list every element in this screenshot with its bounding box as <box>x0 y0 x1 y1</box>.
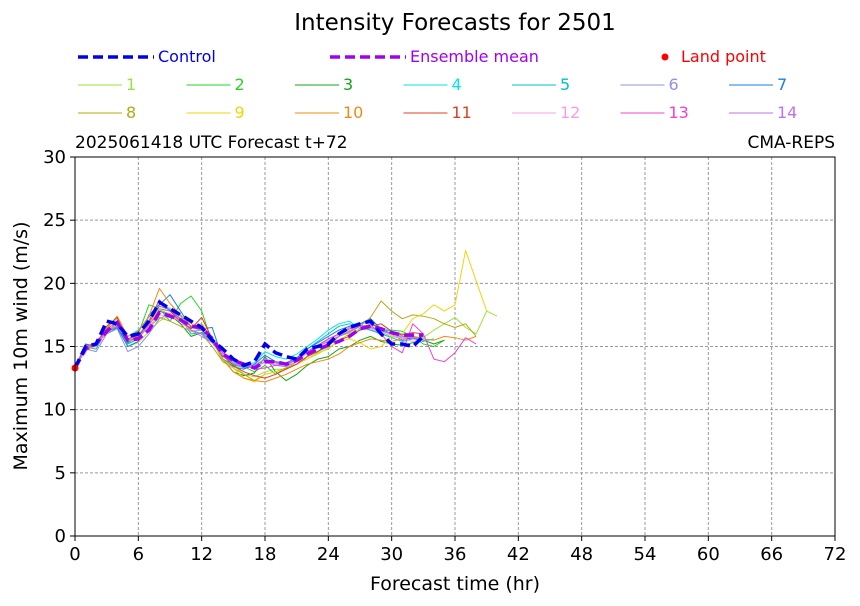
legend-label: 10 <box>343 103 363 122</box>
legend-label: Control <box>158 47 216 66</box>
y-axis-label: Maximum 10m wind (m/s) <box>10 222 32 471</box>
legend-label: 8 <box>126 103 136 122</box>
series-line-control <box>73 299 425 369</box>
x-tick-label: 72 <box>824 544 847 565</box>
legend-label: 3 <box>343 75 353 94</box>
legend-label: 13 <box>669 103 689 122</box>
x-tick-label: 24 <box>317 544 340 565</box>
y-tick-label: 20 <box>43 273 66 294</box>
x-tick-label: 36 <box>444 544 467 565</box>
x-tick-label: 12 <box>190 544 213 565</box>
x-tick-label: 60 <box>697 544 720 565</box>
x-tick-label: 42 <box>507 544 530 565</box>
legend-label: 5 <box>560 75 570 94</box>
x-tick-label: 30 <box>380 544 403 565</box>
legend-label: 12 <box>560 103 580 122</box>
legend-label: 4 <box>452 75 462 94</box>
legend-label: 11 <box>452 103 472 122</box>
legend-label: 6 <box>669 75 679 94</box>
plot-series <box>71 250 498 383</box>
y-tick-label: 10 <box>43 400 66 421</box>
legend-land-point-marker <box>661 53 669 61</box>
chart-title: Intensity Forecasts for 2501 <box>294 10 616 36</box>
legend-label: 14 <box>777 103 797 122</box>
x-tick-label: 6 <box>133 544 144 565</box>
y-tick-label: 25 <box>43 210 66 231</box>
grid <box>75 157 835 536</box>
y-tick-label: 15 <box>43 337 66 358</box>
legend-label: 9 <box>235 103 245 122</box>
legend-label: 2 <box>235 75 245 94</box>
x-axis-ticks: 0 6 12 18 24 30 36 42 48 54 60 66 72 <box>69 536 846 565</box>
legend-label: Land point <box>681 47 766 66</box>
chart-subtitle-right: CMA-REPS <box>747 133 835 153</box>
legend-label: 1 <box>126 75 136 94</box>
x-tick-label: 0 <box>69 544 80 565</box>
legend-label: Ensemble mean <box>410 47 539 66</box>
x-tick-label: 66 <box>760 544 783 565</box>
x-tick-label: 48 <box>570 544 593 565</box>
y-axis-ticks: 0 5 10 15 20 25 30 <box>43 147 75 547</box>
x-axis-label: Forecast time (hr) <box>370 573 540 595</box>
chart-subtitle-left: 2025061418 UTC Forecast t+72 <box>75 133 348 153</box>
y-tick-label: 30 <box>43 147 66 168</box>
y-tick-label: 0 <box>55 526 66 547</box>
x-tick-label: 18 <box>254 544 277 565</box>
series-line-ensemble-mean <box>73 310 424 370</box>
x-tick-label: 54 <box>634 544 657 565</box>
y-tick-label: 5 <box>55 463 66 484</box>
series-line-member-7 <box>74 294 424 370</box>
legend-label: 7 <box>777 75 787 94</box>
